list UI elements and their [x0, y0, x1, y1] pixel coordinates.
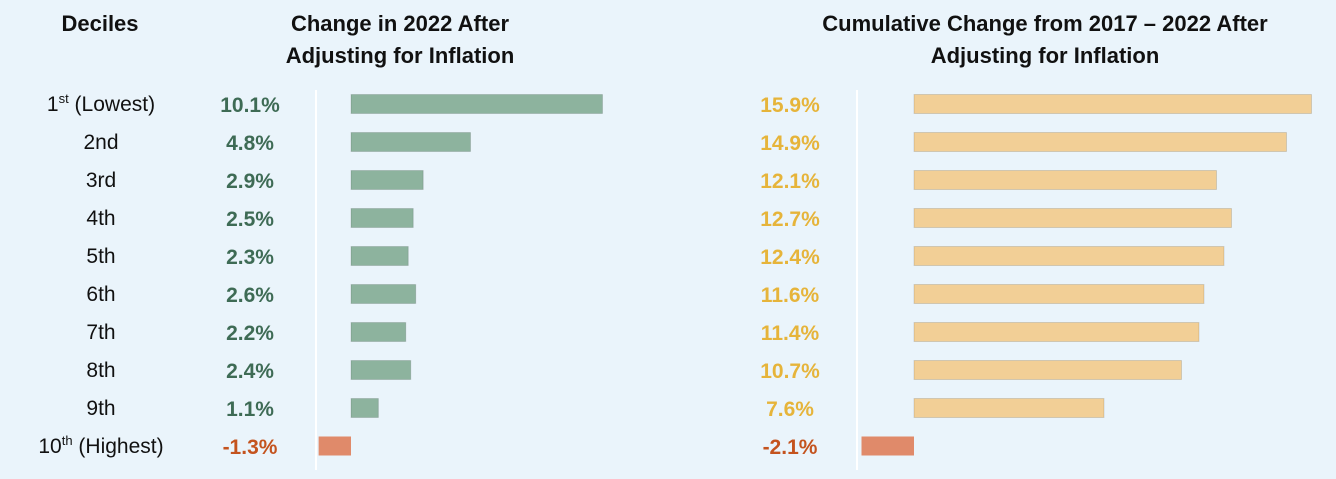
cumulative-value-label: 14.9% [760, 132, 820, 155]
cumulative-value-label: 12.7% [760, 208, 820, 231]
change-2022-bar [351, 171, 423, 190]
change-2022-bar [351, 209, 413, 228]
cumulative-bar [862, 437, 915, 456]
change-2022-value-label: 4.8% [226, 132, 274, 155]
decile-label: 2nd [83, 131, 118, 154]
change-2022-bar [351, 133, 471, 152]
decile-label: 7th [86, 321, 115, 344]
change-2022-bar [319, 437, 351, 456]
cumulative-bar [914, 95, 1312, 114]
change-2022-value-label: 2.5% [226, 208, 274, 231]
decile-label: 9th [86, 397, 115, 420]
cumulative-bar [914, 361, 1182, 380]
change-2022-value-label: 2.3% [226, 246, 274, 269]
decile-label: 10th (Highest) [38, 433, 163, 458]
decile-label: 3rd [86, 169, 116, 192]
change-2022-value-label: 2.4% [226, 360, 274, 383]
cumulative-value-label: 12.1% [760, 170, 820, 193]
change-2022-bar [351, 399, 378, 418]
cumulative-value-label: 10.7% [760, 360, 820, 383]
cumulative-bar [914, 323, 1199, 342]
decile-label: 5th [86, 245, 115, 268]
change-2022-value-label: 2.6% [226, 284, 274, 307]
cumulative-bar [914, 209, 1232, 228]
change-2022-bar [351, 247, 408, 266]
cumulative-value-label: 11.6% [761, 284, 820, 307]
cumulative-value-label: 7.6% [766, 398, 814, 421]
cumulative-value-label: 15.9% [760, 94, 820, 117]
change-2022-bar [351, 95, 602, 114]
cumulative-bar [914, 247, 1224, 266]
cumulative-bar [914, 285, 1204, 304]
change-2022-bar [351, 323, 406, 342]
cumulative-value-label: -2.1% [763, 436, 818, 459]
cumulative-bar [914, 171, 1217, 190]
cumulative-bar [914, 133, 1287, 152]
decile-label: 1st (Lowest) [47, 91, 155, 116]
cumulative-bar [914, 399, 1104, 418]
change-2022-value-label: 1.1% [226, 398, 274, 421]
change-2022-value-label: 2.2% [226, 322, 274, 345]
decile-label: 8th [86, 359, 115, 382]
cumulative-value-label: 11.4% [761, 322, 820, 345]
cumulative-value-label: 12.4% [760, 246, 820, 269]
change-2022-value-label: 2.9% [226, 170, 274, 193]
change-2022-bar [351, 361, 411, 380]
decile-label: 6th [86, 283, 115, 306]
change-2022-value-label: -1.3% [223, 436, 278, 459]
decile-label: 4th [86, 207, 115, 230]
change-2022-bar [351, 285, 416, 304]
change-2022-value-label: 10.1% [220, 94, 280, 117]
